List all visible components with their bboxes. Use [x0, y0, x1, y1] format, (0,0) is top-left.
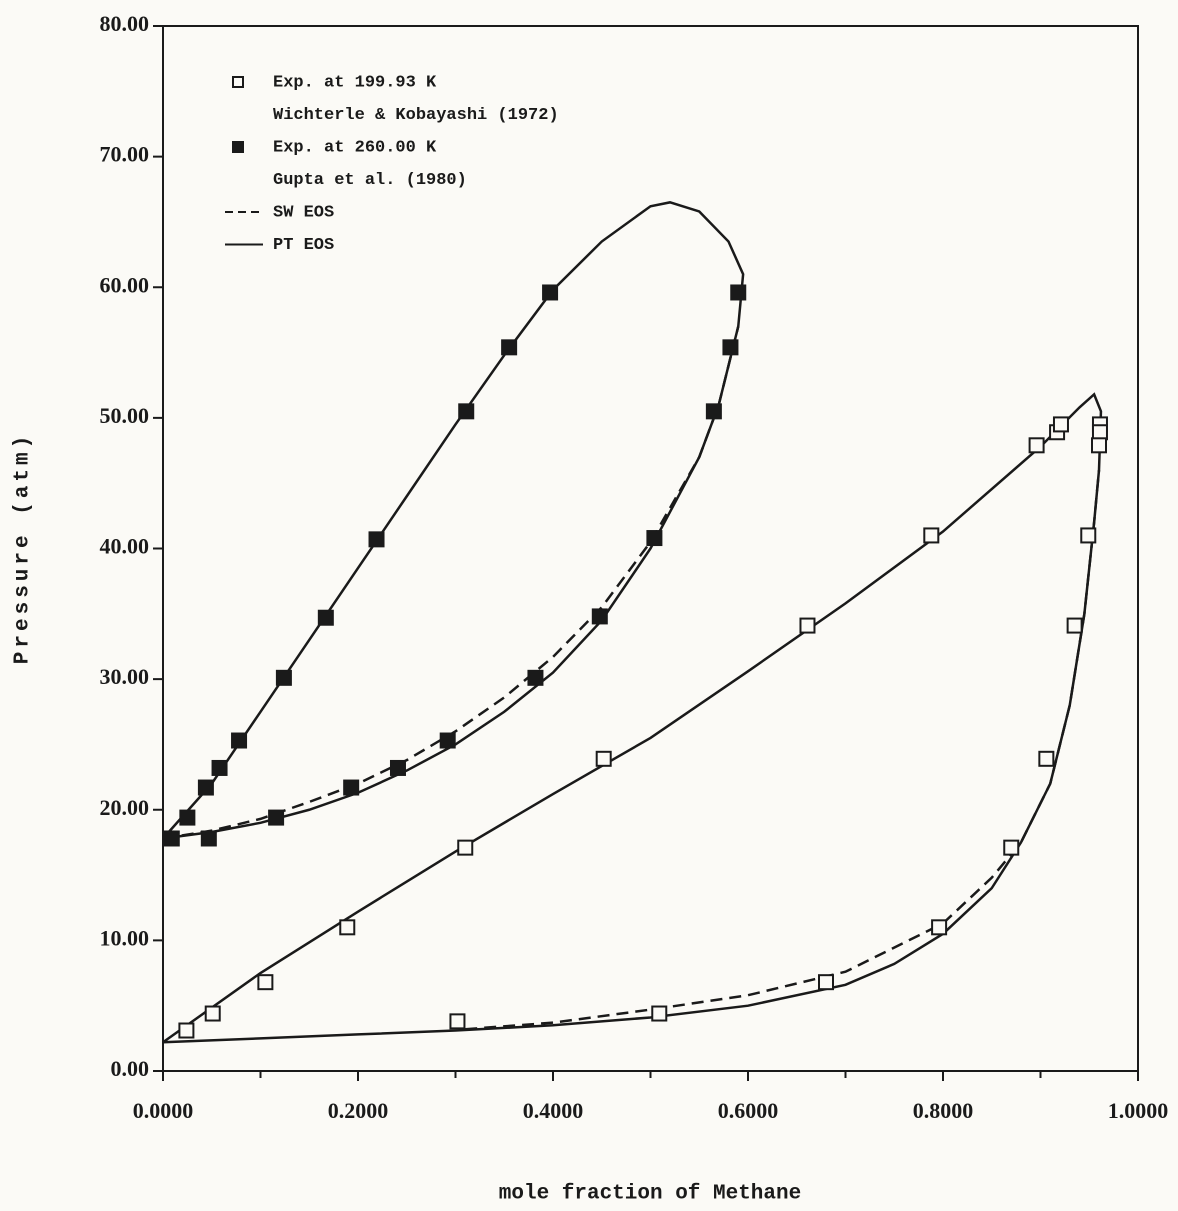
data-point — [231, 732, 248, 749]
data-point — [1091, 437, 1107, 454]
data-point — [1052, 416, 1069, 433]
data-point — [368, 531, 385, 548]
data-point — [179, 809, 196, 826]
data-point — [439, 732, 456, 749]
y-tick-label: 60.00 — [100, 272, 150, 297]
legend-label: PT EOS — [273, 236, 334, 255]
data-point — [200, 830, 217, 847]
y-tick-label: 80.00 — [100, 11, 150, 36]
y-tick-label: 30.00 — [100, 664, 150, 689]
data-point — [591, 608, 608, 625]
data-point — [268, 809, 285, 826]
data-point — [257, 974, 274, 991]
data-point — [389, 759, 406, 776]
data-point — [339, 919, 356, 936]
y-tick-label: 70.00 — [100, 142, 150, 167]
data-point — [197, 779, 214, 796]
data-point — [178, 1022, 195, 1039]
legend-note: Gupta et al. (1980) — [273, 171, 467, 190]
x-tick-label: 0.4000 — [523, 1098, 584, 1123]
legend-label: SW EOS — [273, 203, 334, 222]
curve — [162, 326, 740, 840]
x-axis-label: mole fraction of Methane — [499, 1183, 801, 1206]
data-point — [1028, 437, 1045, 454]
data-point — [343, 779, 360, 796]
x-tick-label: 1.0000 — [1108, 1098, 1169, 1123]
data-point — [501, 339, 518, 356]
curve — [162, 392, 1103, 1044]
data-point — [799, 617, 816, 634]
data-point — [1080, 527, 1097, 544]
data-point — [527, 669, 544, 686]
y-axis-label: Pressure (atm) — [12, 432, 35, 664]
data-point — [275, 669, 292, 686]
data-point — [923, 527, 940, 544]
legend-note: Wichterle & Kobayashi (1972) — [273, 106, 559, 125]
legend-label: Exp. at 199.93 K — [273, 73, 437, 92]
legend-label: Exp. at 260.00 K — [273, 138, 437, 157]
data-point — [458, 403, 475, 420]
data-point — [204, 1005, 221, 1022]
curve — [162, 201, 745, 840]
data-point — [705, 403, 722, 420]
data-point — [211, 759, 228, 776]
y-tick-label: 40.00 — [100, 534, 150, 559]
x-tick-label: 0.0000 — [133, 1098, 194, 1123]
y-tick-label: 10.00 — [100, 925, 150, 950]
x-tick-label: 0.8000 — [913, 1098, 974, 1123]
data-point — [818, 974, 834, 991]
data-point — [457, 839, 474, 856]
data-point — [651, 1005, 668, 1022]
x-tick-label: 0.2000 — [328, 1098, 389, 1123]
data-point — [595, 750, 612, 767]
y-tick-label: 50.00 — [100, 403, 150, 428]
data-point — [542, 284, 559, 301]
data-point — [1091, 424, 1108, 441]
data-point — [1003, 839, 1020, 856]
data-point — [163, 830, 180, 847]
y-tick-label: 0.00 — [111, 1056, 150, 1081]
data-point — [1066, 617, 1083, 634]
x-tick-label: 0.6000 — [718, 1098, 779, 1123]
data-point — [730, 284, 747, 301]
data-point — [931, 919, 948, 936]
legend-marker — [232, 141, 244, 153]
curve — [465, 470, 1101, 1031]
data-point — [449, 1013, 466, 1030]
data-point — [646, 530, 663, 547]
data-point — [1038, 750, 1055, 767]
data-point — [722, 339, 739, 356]
data-point — [317, 609, 334, 626]
y-tick-label: 20.00 — [100, 795, 150, 820]
legend-marker — [232, 76, 244, 88]
